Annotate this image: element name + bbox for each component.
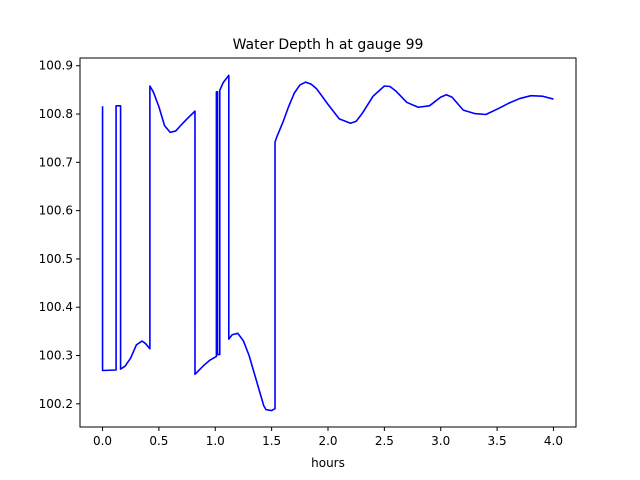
axes-frame <box>79 57 577 428</box>
x-axis-label: hours <box>311 456 345 470</box>
x-tick-label: 1.0 <box>206 434 225 448</box>
y-tick-label: 100.6 <box>39 204 73 218</box>
x-tick-label: 2.5 <box>375 434 394 448</box>
y-tick-label: 100.3 <box>39 349 73 363</box>
x-tick-label: 2.0 <box>318 434 337 448</box>
plot-area: 0.0 0.5 1.0 1.5 2.0 2.5 3.0 3.5 4.0 100.2 100.3 100… <box>39 57 577 448</box>
y-tick-label: 100.4 <box>39 300 73 314</box>
x-tick-label: 3.0 <box>431 434 450 448</box>
x-tick-label: 4.0 <box>544 434 563 448</box>
series-line-0 <box>101 74 554 412</box>
chart-title: Water Depth h at gauge 99 <box>233 37 424 53</box>
y-tick-label: 100.8 <box>39 107 73 121</box>
y-tick-label: 100.5 <box>39 252 73 266</box>
x-tick-label: 0.5 <box>149 434 168 448</box>
x-tick-label: 3.5 <box>488 434 507 448</box>
x-tick-label: 1.5 <box>262 434 281 448</box>
x-tick-label: 0.0 <box>93 434 112 448</box>
y-tick-label: 100.7 <box>39 155 73 169</box>
y-tick-label: 100.9 <box>39 59 73 73</box>
y-tick-label: 100.2 <box>39 397 73 411</box>
